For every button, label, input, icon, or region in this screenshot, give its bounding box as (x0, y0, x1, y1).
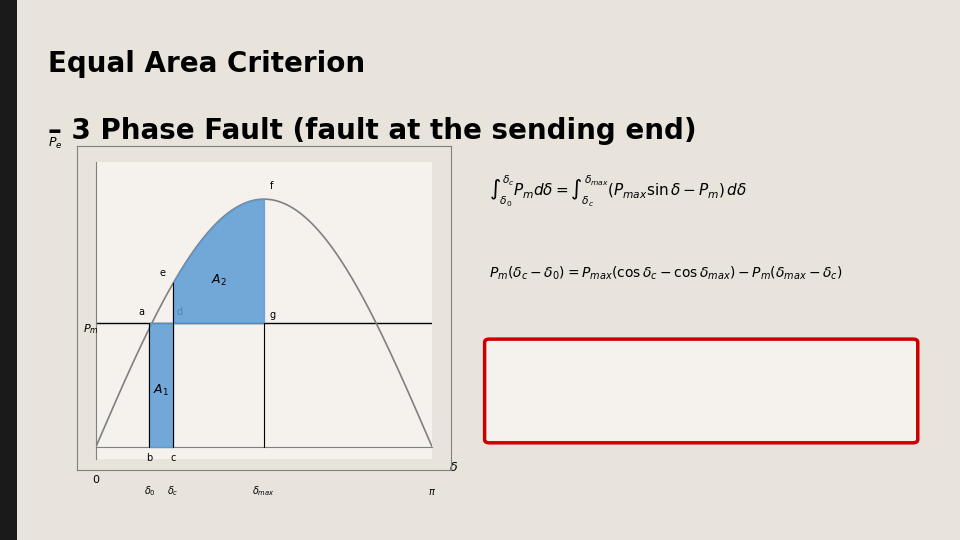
Text: – 3 Phase Fault (fault at the sending end): – 3 Phase Fault (fault at the sending en… (48, 117, 697, 145)
Text: b: b (146, 454, 153, 463)
Text: Equal Area Criterion: Equal Area Criterion (48, 50, 365, 78)
FancyBboxPatch shape (485, 339, 918, 443)
Text: 0: 0 (92, 475, 100, 485)
Text: $P_e$: $P_e$ (48, 136, 63, 151)
Text: c: c (170, 454, 176, 463)
Text: $\delta_0$: $\delta_0$ (144, 484, 156, 498)
Text: $A_1$: $A_1$ (154, 383, 169, 399)
Text: $\int_{\delta_0}^{\delta_c} P_m d\delta = \int_{\delta_c}^{\delta_{max}} (P_{max: $\int_{\delta_0}^{\delta_c} P_m d\delta … (490, 174, 748, 209)
Text: a: a (138, 307, 144, 318)
Text: $P_m(\delta_c - \delta_0) = P_{max}(\cos\delta_c - \cos\delta_{max}) - P_m(\delt: $P_m(\delta_c - \delta_0) = P_{max}(\cos… (490, 265, 843, 282)
Text: $\delta_c$: $\delta_c$ (167, 484, 179, 498)
Text: $A_2$: $A_2$ (210, 273, 227, 288)
Text: d: d (177, 307, 182, 318)
Text: f: f (270, 181, 273, 191)
Text: $\cos\delta_c = \dfrac{P_m}{P_{max}}(\delta_{max} - \delta_o) + \cos\delta_{max}: $\cos\delta_c = \dfrac{P_m}{P_{max}}(\de… (516, 359, 776, 397)
Text: $P_m$: $P_m$ (84, 322, 99, 336)
Text: $\delta$: $\delta$ (448, 461, 458, 474)
Text: $\delta_{max}$: $\delta_{max}$ (252, 484, 276, 498)
Text: e: e (159, 268, 165, 278)
Text: $\pi$: $\pi$ (428, 487, 436, 497)
Text: g: g (269, 310, 276, 320)
